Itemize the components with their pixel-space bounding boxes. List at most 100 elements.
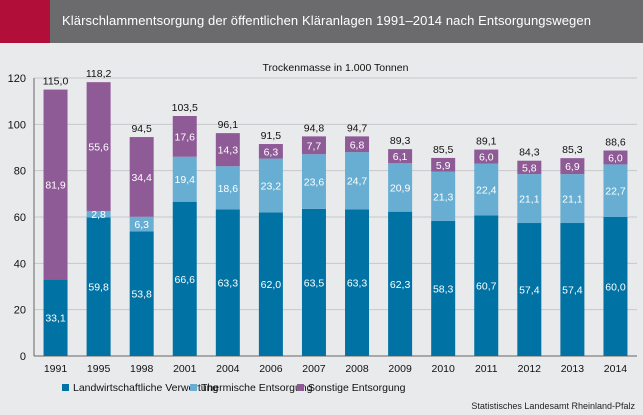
bar-segment-3 bbox=[129, 137, 154, 217]
bar-segment-1 bbox=[474, 215, 499, 356]
bar-segment-1 bbox=[86, 217, 111, 356]
bar-segment-1 bbox=[388, 211, 413, 356]
bar-segment-2 bbox=[517, 174, 542, 224]
chart-subtitle: Trockenmasse in 1.000 Tonnen bbox=[263, 62, 409, 74]
bar-total-label: 115,0 bbox=[43, 76, 69, 88]
bar-value-label: 18,6 bbox=[218, 183, 239, 195]
bar-value-label: 22,4 bbox=[476, 184, 497, 196]
x-tick-label: 1998 bbox=[130, 363, 154, 375]
bar-segment-2 bbox=[215, 166, 240, 210]
bar-segment-3 bbox=[215, 133, 240, 167]
x-tick-label: 1991 bbox=[44, 363, 68, 375]
bar-value-label: 63,3 bbox=[218, 278, 239, 290]
bar-segment-1 bbox=[560, 223, 585, 356]
legend-swatch-1 bbox=[62, 384, 69, 391]
bar-value-label: 62,0 bbox=[261, 279, 282, 291]
bar-total-label: 88,6 bbox=[605, 137, 626, 149]
legend-swatch-3 bbox=[297, 384, 304, 391]
bar-segment-1 bbox=[345, 209, 370, 356]
bar-value-label: 5,9 bbox=[436, 160, 451, 172]
header-accent bbox=[0, 0, 50, 43]
bar-value-label: 34,4 bbox=[131, 172, 152, 184]
bar-value-label: 66,6 bbox=[175, 274, 196, 286]
bar-value-label: 63,5 bbox=[304, 277, 325, 289]
bar-total-label: 85,5 bbox=[433, 144, 454, 156]
bar-total-label: 85,3 bbox=[562, 144, 583, 156]
bar-total-label: 103,5 bbox=[172, 102, 198, 114]
bar-value-label: 22,7 bbox=[605, 186, 626, 198]
bar-value-label: 60,0 bbox=[605, 282, 626, 294]
y-tick-label: 80 bbox=[14, 166, 26, 178]
bar-total-label: 91,5 bbox=[261, 130, 282, 142]
legend-label-2: Thermische Entsorgung bbox=[201, 382, 313, 394]
bar-segment-3 bbox=[43, 89, 68, 280]
bar-value-label: 53,8 bbox=[131, 289, 152, 301]
bar-segment-3 bbox=[603, 150, 628, 165]
bar-segment-2 bbox=[258, 158, 283, 213]
bar-total-label: 84,3 bbox=[519, 147, 540, 159]
bar-segment-3 bbox=[172, 115, 197, 157]
bar-segment-2 bbox=[474, 163, 499, 216]
bar-segment-2 bbox=[603, 164, 628, 217]
bar-segment-3 bbox=[86, 82, 111, 211]
bar-value-label: 58,3 bbox=[433, 283, 454, 295]
legend-label-3: Sonstige Entsorgung bbox=[308, 382, 406, 394]
bar-segment-2 bbox=[560, 174, 585, 224]
x-tick-label: 1995 bbox=[87, 363, 111, 375]
bar-value-label: 21,1 bbox=[519, 194, 540, 206]
x-tick-label: 2004 bbox=[216, 363, 240, 375]
bar-value-label: 23,2 bbox=[261, 180, 282, 192]
bar-value-label: 21,3 bbox=[433, 191, 454, 203]
y-tick-label: 0 bbox=[20, 351, 26, 363]
bar-value-label: 6,3 bbox=[264, 146, 279, 158]
legend-swatch-2 bbox=[190, 384, 197, 391]
bar-segment-2 bbox=[345, 152, 370, 210]
x-tick-label: 2010 bbox=[431, 363, 455, 375]
bar-total-label: 118,2 bbox=[86, 68, 112, 80]
bar-total-label: 96,1 bbox=[218, 119, 239, 131]
y-tick-label: 120 bbox=[8, 73, 26, 85]
x-tick-label: 2009 bbox=[388, 363, 412, 375]
bar-segment-2 bbox=[301, 154, 326, 209]
bar-segment-1 bbox=[129, 231, 154, 356]
y-tick-label: 20 bbox=[14, 305, 26, 317]
bar-value-label: 33,1 bbox=[45, 313, 66, 325]
bar-segment-1 bbox=[431, 220, 456, 356]
bar-total-label: 89,3 bbox=[390, 135, 411, 147]
x-tick-label: 2011 bbox=[475, 363, 498, 375]
legend-label-1: Landwirtschaftliche Verwertung bbox=[73, 382, 218, 394]
bar-value-label: 5,8 bbox=[522, 162, 537, 174]
bar-segment-1 bbox=[603, 217, 628, 356]
bar-segment-3 bbox=[474, 149, 499, 164]
bar-segment-2 bbox=[172, 156, 197, 202]
y-tick-label: 60 bbox=[14, 212, 26, 224]
bar-value-label: 2,8 bbox=[91, 209, 106, 221]
bar-value-label: 55,6 bbox=[88, 142, 109, 154]
bar-total-label: 94,5 bbox=[131, 123, 152, 135]
x-tick-label: 2013 bbox=[561, 363, 585, 375]
chart-title: Klärschlammentsorgung der öffentlichen K… bbox=[62, 13, 592, 28]
y-tick-label: 100 bbox=[8, 119, 26, 131]
bar-value-label: 62,3 bbox=[390, 279, 411, 291]
bar-value-label: 63,3 bbox=[347, 278, 368, 290]
bar-value-label: 60,7 bbox=[476, 281, 497, 293]
bar-segment-3 bbox=[301, 136, 326, 155]
bar-value-label: 6,9 bbox=[565, 161, 580, 173]
x-tick-label: 2014 bbox=[604, 363, 628, 375]
bar-value-label: 23,6 bbox=[304, 177, 325, 189]
y-tick-label: 40 bbox=[14, 258, 26, 270]
bar-segment-2 bbox=[129, 216, 154, 232]
x-tick-label: 2007 bbox=[302, 363, 326, 375]
bar-value-label: 57,4 bbox=[519, 285, 540, 297]
bar-value-label: 7,7 bbox=[307, 140, 322, 152]
bar-segment-1 bbox=[301, 208, 326, 356]
bar-segment-2 bbox=[86, 210, 111, 218]
x-tick-label: 2001 bbox=[173, 363, 197, 375]
bar-value-label: 6,3 bbox=[134, 219, 149, 231]
bar-total-label: 94,8 bbox=[304, 122, 325, 134]
bar-value-label: 6,0 bbox=[479, 152, 494, 164]
bar-value-label: 24,7 bbox=[347, 176, 368, 188]
bar-segment-1 bbox=[43, 279, 68, 356]
x-tick-label: 2012 bbox=[518, 363, 542, 375]
